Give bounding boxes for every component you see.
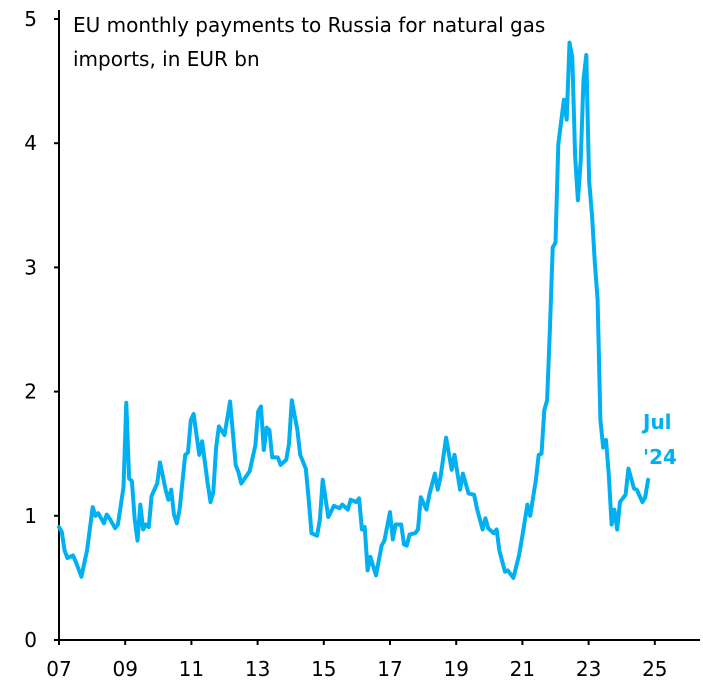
x-tick-label: 19 <box>443 657 468 681</box>
x-tick-label: 23 <box>576 657 601 681</box>
chart-title-line-1: EU monthly payments to Russia for natura… <box>73 13 545 37</box>
y-tick-label: 0 <box>24 628 37 652</box>
y-tick-label: 5 <box>24 7 37 31</box>
x-tick-label: 21 <box>510 657 535 681</box>
x-tick-label: 13 <box>245 657 270 681</box>
x-tick-label: 25 <box>642 657 667 681</box>
y-tick-label: 4 <box>24 131 37 155</box>
annotation-year: '24 <box>643 445 677 469</box>
series-line <box>57 40 651 580</box>
y-tick-label: 2 <box>24 380 37 404</box>
x-tick-label: 09 <box>112 657 137 681</box>
x-tick-label: 11 <box>179 657 204 681</box>
x-tick-label: 07 <box>46 657 71 681</box>
y-tick-label: 1 <box>24 504 37 528</box>
annotation-jul: Jul <box>641 410 672 434</box>
x-tick-label: 17 <box>377 657 402 681</box>
x-tick-label: 15 <box>311 657 336 681</box>
chart-title-line-2: imports, in EUR bn <box>73 47 260 71</box>
y-tick-label: 3 <box>24 255 37 279</box>
